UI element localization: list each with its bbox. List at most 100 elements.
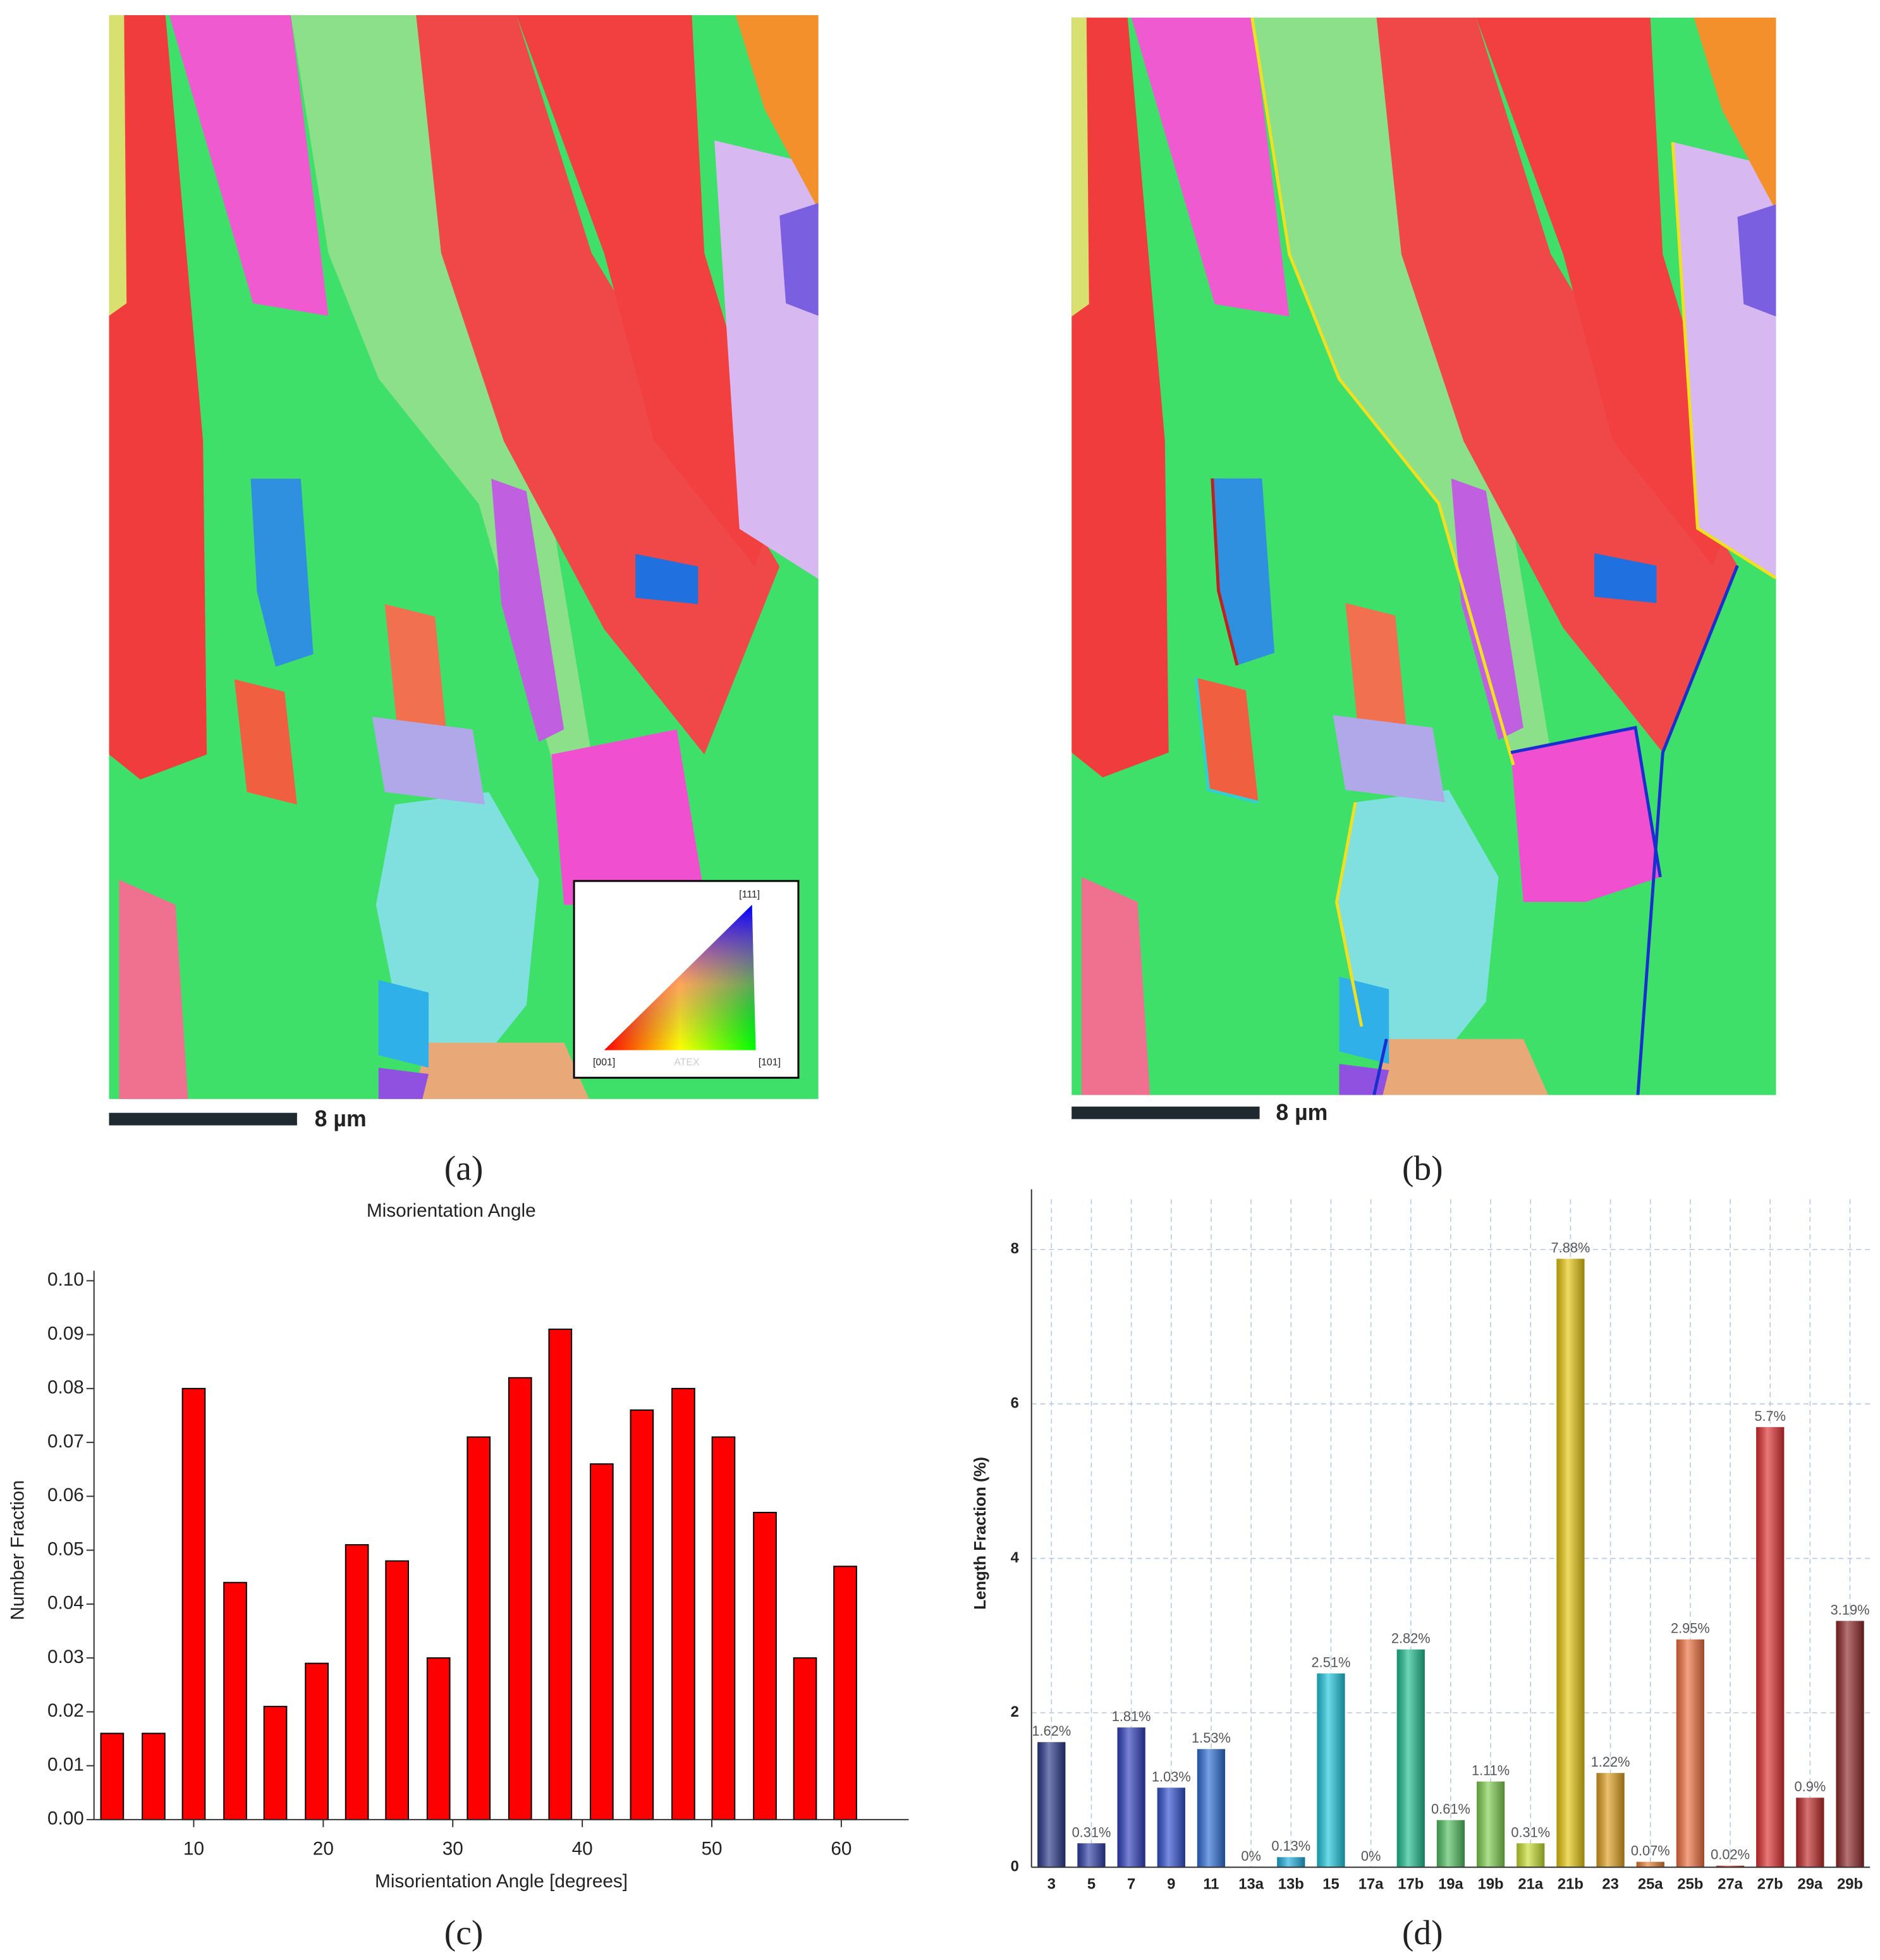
bar — [305, 1662, 329, 1820]
x-tick-label: 11 — [1203, 1875, 1219, 1892]
x-tick-label: 40 — [572, 1838, 593, 1859]
bar-shade — [1117, 1727, 1145, 1868]
bar — [630, 1409, 654, 1820]
bar — [345, 1544, 369, 1820]
bar-shade — [1157, 1787, 1185, 1868]
y-tick-label: 6 — [1011, 1394, 1019, 1411]
x-tick-label: 19b — [1478, 1875, 1504, 1892]
x-tick-label: 15 — [1322, 1875, 1339, 1892]
bar-shade — [1676, 1639, 1705, 1868]
y-tick-label: 2 — [1011, 1703, 1019, 1720]
x-tick-label: 21b — [1558, 1875, 1584, 1892]
y-tick-label: 0.04 — [47, 1593, 84, 1614]
value-label: 2.51% — [1312, 1654, 1351, 1670]
value-label: 1.81% — [1112, 1708, 1151, 1724]
bar-shade — [1077, 1843, 1106, 1868]
x-tick-label: 29a — [1798, 1875, 1823, 1892]
value-label: 2.82% — [1391, 1631, 1431, 1647]
bar — [753, 1511, 777, 1820]
ipf-watermark: ATEX — [674, 1057, 700, 1068]
ipf-label-111: [111] — [739, 889, 760, 900]
bar-shade — [1277, 1857, 1305, 1868]
value-label: 7.88% — [1551, 1239, 1590, 1255]
value-label: 0.31% — [1511, 1824, 1550, 1840]
bar-shade — [1037, 1742, 1066, 1868]
bar-shade — [1556, 1258, 1585, 1868]
x-tick-label: 25b — [1677, 1875, 1703, 1892]
x-tick-label: 21a — [1518, 1875, 1543, 1892]
value-label: 0.02% — [1711, 1847, 1750, 1863]
value-label: 0.31% — [1072, 1824, 1111, 1840]
x-tick-label: 13b — [1278, 1875, 1304, 1892]
bar — [671, 1387, 695, 1820]
x-axis-label: Misorientation Angle [degrees] — [375, 1871, 628, 1892]
value-label: 0.07% — [1631, 1843, 1670, 1859]
value-label: 0.13% — [1271, 1838, 1310, 1854]
x-tick-label: 27a — [1718, 1875, 1743, 1892]
bar — [181, 1387, 206, 1820]
bar — [467, 1436, 491, 1820]
ipf-label-101: [101] — [759, 1057, 781, 1068]
scale-bar — [1071, 1106, 1260, 1119]
x-tick-label: 60 — [831, 1838, 851, 1859]
x-tick-label: 50 — [701, 1838, 722, 1859]
value-label: 2.95% — [1671, 1621, 1710, 1636]
bar — [100, 1732, 125, 1820]
value-label: 3.19% — [1831, 1602, 1870, 1617]
bar-shade — [1197, 1749, 1226, 1868]
bar-shade — [1716, 1865, 1745, 1868]
bar-shade — [1796, 1798, 1824, 1868]
panel-label: (d) — [1402, 1914, 1443, 1952]
y-tick-label: 0.07 — [47, 1431, 84, 1452]
scale-bar — [109, 1112, 297, 1126]
scale-bar-label: 8 µm — [315, 1106, 367, 1131]
y-tick-label: 0.06 — [47, 1485, 84, 1506]
y-tick-label: 0.03 — [47, 1647, 84, 1667]
x-tick-label: 30 — [443, 1838, 463, 1859]
x-tick-label: 3 — [1047, 1875, 1056, 1892]
y-tick-label: 0.00 — [47, 1808, 84, 1829]
bar-shade — [1836, 1621, 1864, 1868]
x-tick-label: 5 — [1087, 1875, 1096, 1892]
x-tick-label: 17a — [1358, 1875, 1384, 1892]
bar — [142, 1732, 166, 1820]
y-tick-label: 0.10 — [47, 1269, 84, 1290]
y-tick-label: 0.08 — [47, 1377, 84, 1398]
y-tick-label: 8 — [1011, 1240, 1019, 1257]
bar — [590, 1463, 614, 1820]
chart-title: Misorientation Angle — [367, 1200, 536, 1221]
bar — [548, 1329, 573, 1820]
value-label: 5.7% — [1754, 1408, 1786, 1424]
value-label: 1.11% — [1472, 1763, 1510, 1779]
y-tick-label: 0.09 — [47, 1323, 84, 1344]
bar-shade — [1756, 1427, 1785, 1868]
bar — [385, 1560, 409, 1820]
y-tick-label: 0.05 — [47, 1538, 84, 1559]
ipf-triangle-shade — [604, 904, 756, 1050]
bar-shade — [1436, 1820, 1465, 1868]
ipf-label-001: [001] — [593, 1057, 615, 1068]
bar-shade — [1317, 1673, 1345, 1868]
x-tick-label: 23 — [1602, 1875, 1618, 1892]
value-label: 1.53% — [1192, 1730, 1231, 1746]
x-tick-label: 19a — [1438, 1875, 1463, 1892]
panel-label: (c) — [444, 1914, 484, 1952]
bar-shade — [1517, 1843, 1545, 1868]
x-tick-label: 17b — [1398, 1875, 1424, 1892]
x-tick-label: 7 — [1127, 1875, 1135, 1892]
bar — [508, 1377, 532, 1820]
x-tick-label: 20 — [313, 1838, 334, 1859]
bar — [833, 1566, 857, 1820]
value-label: 1.62% — [1032, 1723, 1071, 1739]
value-label: 0.9% — [1795, 1779, 1826, 1794]
value-label: 0% — [1241, 1848, 1261, 1864]
x-tick-label: 13a — [1238, 1875, 1264, 1892]
bar — [263, 1705, 288, 1820]
value-label: 1.03% — [1152, 1768, 1191, 1784]
ebsd-map-b — [1071, 17, 1776, 1095]
y-tick-label: 4 — [1011, 1549, 1020, 1566]
x-tick-label: 25a — [1638, 1875, 1663, 1892]
value-label: 1.22% — [1591, 1754, 1630, 1770]
